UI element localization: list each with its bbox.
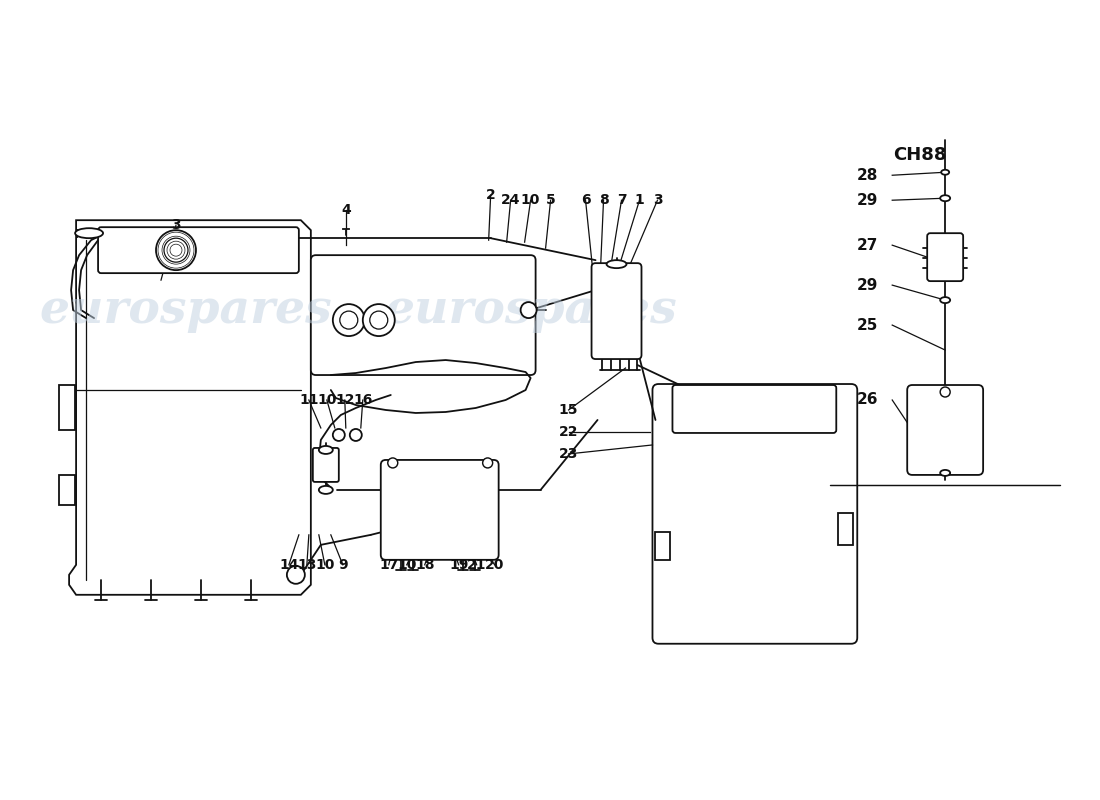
Text: 13: 13 (297, 558, 317, 572)
Text: 16: 16 (353, 393, 373, 407)
FancyBboxPatch shape (381, 460, 498, 560)
FancyBboxPatch shape (98, 227, 299, 273)
Ellipse shape (606, 260, 627, 268)
Circle shape (388, 458, 398, 468)
Text: 14: 14 (279, 558, 298, 572)
Ellipse shape (940, 470, 950, 476)
Text: 5: 5 (546, 194, 556, 207)
Circle shape (350, 429, 362, 441)
Text: 28: 28 (857, 168, 878, 182)
Text: 29: 29 (857, 193, 878, 208)
Text: 1: 1 (635, 194, 645, 207)
Text: 6: 6 (581, 194, 591, 207)
Text: 21: 21 (466, 558, 486, 572)
Text: 12: 12 (336, 393, 354, 407)
FancyBboxPatch shape (592, 263, 641, 359)
Text: 25: 25 (857, 318, 878, 333)
FancyBboxPatch shape (656, 532, 671, 560)
Circle shape (363, 304, 395, 336)
Circle shape (164, 238, 188, 262)
Circle shape (483, 458, 493, 468)
Text: 8: 8 (598, 194, 608, 207)
Circle shape (287, 566, 305, 584)
Circle shape (520, 302, 537, 318)
Text: 17: 17 (379, 558, 398, 572)
Text: 15: 15 (559, 403, 579, 417)
Text: 3: 3 (652, 194, 662, 207)
Text: 18: 18 (415, 558, 434, 572)
FancyBboxPatch shape (59, 475, 75, 505)
Circle shape (340, 311, 358, 329)
FancyBboxPatch shape (838, 513, 854, 545)
Text: CH88: CH88 (893, 146, 947, 164)
FancyBboxPatch shape (672, 385, 836, 433)
Circle shape (333, 429, 344, 441)
Text: 3: 3 (172, 218, 180, 232)
Circle shape (333, 304, 365, 336)
Text: 7: 7 (617, 194, 626, 207)
Text: 20: 20 (485, 558, 504, 572)
Circle shape (156, 230, 196, 270)
Text: 9: 9 (338, 558, 348, 572)
Text: 10: 10 (397, 558, 417, 572)
FancyBboxPatch shape (59, 385, 75, 430)
Circle shape (940, 387, 950, 397)
Text: 24: 24 (500, 194, 520, 207)
Polygon shape (69, 220, 311, 594)
Text: 23: 23 (559, 447, 579, 461)
Text: 10: 10 (521, 194, 540, 207)
Text: eurospares: eurospares (384, 287, 676, 333)
Ellipse shape (940, 195, 950, 202)
FancyBboxPatch shape (927, 233, 964, 281)
Text: 22: 22 (559, 425, 579, 439)
Text: 2: 2 (486, 188, 495, 202)
Text: eurospares: eurospares (40, 287, 332, 333)
Ellipse shape (319, 486, 333, 494)
Text: 29: 29 (857, 278, 878, 293)
Text: 11: 11 (299, 393, 319, 407)
Text: 4: 4 (341, 203, 351, 218)
FancyBboxPatch shape (652, 384, 857, 644)
Ellipse shape (75, 228, 103, 238)
Text: 27: 27 (857, 238, 878, 253)
Text: 26: 26 (857, 393, 878, 407)
Ellipse shape (319, 446, 333, 454)
FancyBboxPatch shape (908, 385, 983, 475)
FancyBboxPatch shape (311, 255, 536, 375)
Text: 19: 19 (449, 558, 469, 572)
Circle shape (370, 311, 388, 329)
FancyBboxPatch shape (312, 448, 339, 482)
Text: 10: 10 (315, 558, 334, 572)
Ellipse shape (940, 297, 950, 303)
Text: 10: 10 (317, 393, 337, 407)
Ellipse shape (942, 170, 949, 174)
